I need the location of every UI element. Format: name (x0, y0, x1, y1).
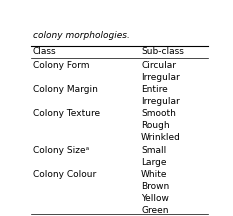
Text: Colony Colour: Colony Colour (33, 170, 96, 179)
Text: Green: Green (141, 206, 169, 215)
Text: Irregular: Irregular (141, 97, 180, 106)
Text: Yellow: Yellow (141, 194, 169, 203)
Text: Smooth: Smooth (141, 109, 176, 118)
Text: Rough: Rough (141, 121, 170, 130)
Text: Entire: Entire (141, 85, 168, 94)
Text: Colony Margin: Colony Margin (33, 85, 98, 94)
Text: Colony Sizeᵃ: Colony Sizeᵃ (33, 146, 89, 154)
Text: Small: Small (141, 146, 166, 154)
Text: Wrinkled: Wrinkled (141, 133, 181, 142)
Text: colony morphologies.: colony morphologies. (33, 31, 130, 40)
Text: Class: Class (33, 47, 56, 56)
Text: Circular: Circular (141, 60, 176, 70)
Text: Colony Form: Colony Form (33, 60, 89, 70)
Text: Sub-class: Sub-class (141, 47, 184, 56)
Text: Colony Texture: Colony Texture (33, 109, 100, 118)
Text: Brown: Brown (141, 182, 169, 191)
Text: Large: Large (141, 158, 167, 167)
Text: White: White (141, 170, 168, 179)
Text: Irregular: Irregular (141, 73, 180, 82)
